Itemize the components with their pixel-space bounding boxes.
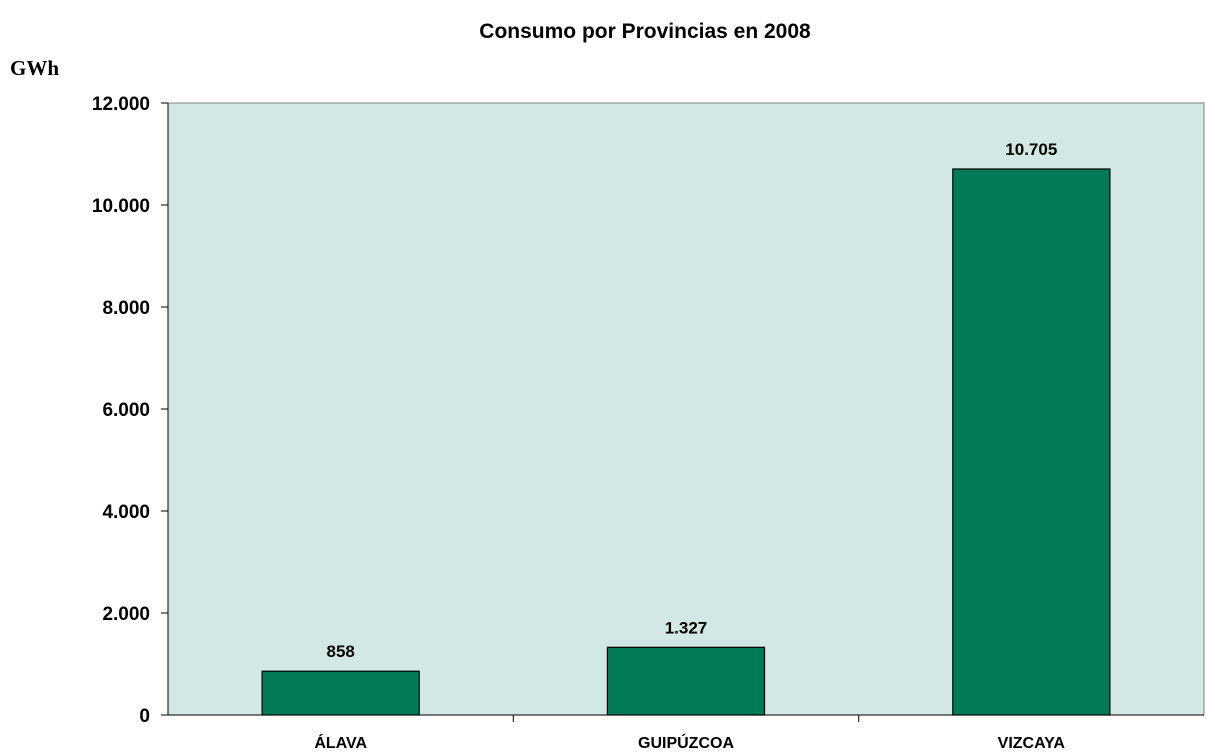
- y-axis-unit: GWh: [10, 56, 59, 80]
- y-tick-label-4: 8.000: [102, 298, 150, 319]
- bar-1: [261, 670, 420, 716]
- y-tick-label-5: 10.000: [92, 196, 150, 217]
- y-ticks-group: 0 2.000 4.000 6.000 8.000 10.000 12.000: [92, 94, 168, 727]
- x-tick-label-3: VIZCAYA: [998, 735, 1066, 752]
- bars-group: [261, 168, 1111, 716]
- data-label-1: 858: [327, 642, 355, 661]
- y-tick-label-0: 0: [139, 706, 150, 727]
- y-tick-label-1: 2.000: [102, 604, 150, 625]
- y-tick-label-2: 4.000: [102, 502, 150, 523]
- x-ticks-group: [512, 715, 860, 722]
- x-tick-label-2: GUIPÚZCOA: [638, 733, 734, 752]
- y-tick-label-6: 12.000: [92, 94, 150, 115]
- x-labels-group: ÁLAVA GUIPÚZCOA VIZCAYA: [314, 733, 1065, 752]
- x-tick-label-1: ÁLAVA: [314, 733, 367, 752]
- y-tick-label-3: 6.000: [102, 400, 150, 421]
- data-labels-group: 858 1.327 10.705: [327, 140, 1058, 661]
- bar-2: [606, 646, 766, 716]
- bar-3: [952, 168, 1111, 716]
- data-label-3: 10.705: [1005, 140, 1057, 159]
- chart-title: Consumo por Provincias en 2008: [479, 20, 811, 43]
- data-label-2: 1.327: [665, 618, 708, 637]
